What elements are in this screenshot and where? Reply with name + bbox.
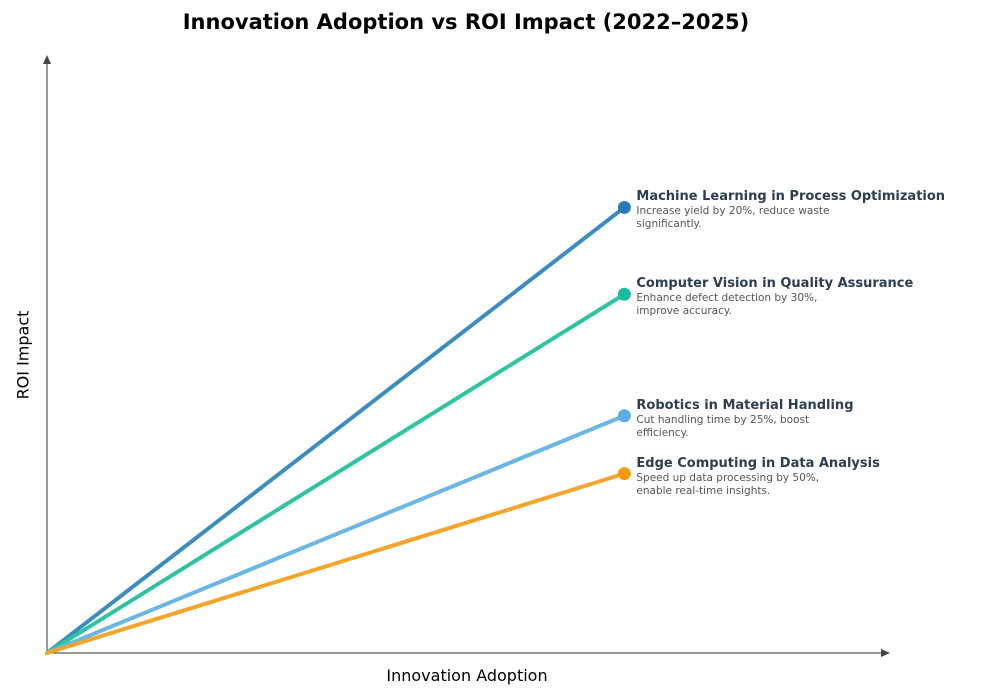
series-description: Speed up data processing by 50%, enable …	[636, 471, 820, 497]
series-endpoint-marker	[617, 409, 631, 423]
series-line	[45, 205, 627, 655]
series-line	[45, 471, 627, 655]
series-annotation: Edge Computing in Data Analysis Speed up …	[636, 456, 996, 498]
series-line	[45, 292, 627, 655]
series-annotation: Computer Vision in Quality Assurance Enha…	[636, 276, 996, 318]
series-endpoint-marker	[617, 200, 631, 214]
series-endpoint-marker	[617, 287, 631, 301]
series-endpoint-marker	[617, 467, 631, 481]
series-annotation: Machine Learning in Process Optimization…	[636, 189, 996, 231]
series-label: Computer Vision in Quality Assurance	[636, 276, 914, 292]
series-label: Machine Learning in Process Optimization	[636, 189, 946, 205]
chart-title: Innovation Adoption vs ROI Impact (2022–…	[182, 10, 750, 34]
series-description: Increase yield by 20%, reduce waste sign…	[636, 205, 830, 231]
x-axis-arrow-icon	[881, 649, 890, 657]
series-label: Robotics in Material Handling	[636, 397, 854, 413]
series-line	[45, 413, 627, 655]
series-label: Edge Computing in Data Analysis	[636, 455, 880, 471]
series-description: Enhance defect detection by 30%, improve…	[636, 292, 818, 318]
series-description: Cut handling time by 25%, boost efficien…	[636, 413, 810, 439]
y-axis-arrow-icon	[43, 55, 51, 64]
x-axis-label: Innovation Adoption	[386, 666, 548, 685]
series-annotation: Robotics in Material Handling Cut handlin…	[636, 398, 996, 440]
